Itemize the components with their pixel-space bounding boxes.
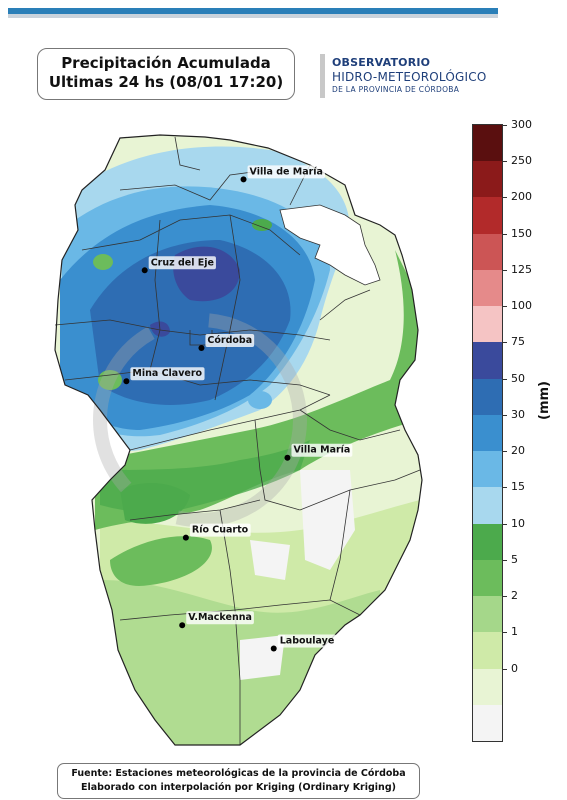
colorbar-tick-label: 0 [511, 661, 518, 675]
observatorio-logo: OBSERVATORIO HIDRO-METEOROLÓGICO DE LA P… [320, 54, 490, 98]
colorbar-segment [473, 233, 502, 271]
colorbar-tick-label: 30 [511, 407, 525, 421]
footer-line1: Fuente: Estaciones meteorológicas de la … [71, 768, 406, 779]
map-title-line1: Precipitación Acumulada [61, 54, 271, 72]
header-accent-bar-light [8, 14, 498, 18]
colorbar-tick-label: 250 [511, 154, 532, 168]
city-label-bg [130, 367, 205, 381]
colorbar-segment [473, 487, 502, 525]
colorbar-segment [473, 451, 502, 488]
colorbar-tick [503, 668, 507, 670]
colorbar-segment [473, 306, 502, 343]
colorbar-tick-label: 10 [511, 516, 525, 530]
colorbar-segment [473, 161, 502, 198]
colorbar-tick-label: 1 [511, 625, 518, 639]
colorbar-tick [503, 414, 507, 416]
city-label: V.Mackenna [188, 612, 252, 623]
colorbar-tick-label: 200 [511, 190, 532, 204]
colorbar-tick [503, 125, 507, 126]
colorbar-segment [473, 523, 502, 561]
colorbar-tick [503, 378, 507, 380]
mar-chiquita-lake [279, 204, 381, 286]
city-dot [182, 534, 189, 541]
colorbar-segment [473, 378, 502, 416]
footer-line2: Elaborado con interpolación por Kriging … [81, 782, 396, 793]
colorbar-tick-label: 75 [511, 335, 525, 349]
city-label-bg [205, 333, 255, 347]
colorbar-tick-label: 125 [511, 262, 532, 276]
city-label: Córdoba [207, 335, 252, 346]
city-dot [240, 176, 247, 183]
city-markers: Villa de María Cruz del Eje Córdoba Mina Cl… [123, 165, 353, 652]
colorbar-segment [473, 668, 502, 706]
colorbar-segment [473, 125, 502, 162]
city-label-bg [277, 634, 337, 648]
colorbar-tick [503, 306, 507, 308]
city-label-bg [148, 256, 216, 270]
map-title-line2: Ultimas 24 hs (08/01 17:20) [48, 73, 284, 91]
city-label-bg [189, 523, 251, 537]
colorbar-segment [473, 197, 502, 235]
colorbar-tick-label: 2 [511, 589, 518, 603]
colorbar-segment [473, 342, 502, 380]
logo-bar [320, 54, 325, 98]
colorbar-tick-label: 100 [511, 299, 532, 313]
city-label-bg [247, 165, 325, 179]
precip-colorbar [472, 124, 503, 742]
colorbar-tick-label: 5 [511, 552, 518, 566]
colorbar-tick-label: 15 [511, 480, 525, 494]
city-label-bg [186, 611, 254, 625]
city-label: Villa de María [250, 166, 323, 177]
colorbar-tick [503, 342, 507, 344]
colorbar-tick-label: 20 [511, 444, 525, 458]
logo-line1: OBSERVATORIO [332, 56, 431, 69]
colorbar-segment [473, 632, 502, 670]
colorbar-tick-label: 50 [511, 371, 525, 385]
logo-line2: HIDRO-METEOROLÓGICO [332, 70, 487, 84]
map-title-box: Precipitación Acumulada Ultimas 24 hs (0… [37, 48, 295, 100]
department-boundaries [54, 136, 421, 745]
city-dot [198, 344, 205, 351]
header-accent-bar [8, 8, 498, 14]
logo-line3: DE LA PROVINCIA DE CÓRDOBA [332, 85, 460, 94]
city-label: Cruz del Eje [151, 257, 214, 268]
city-dot [123, 378, 130, 385]
city-label: Río Cuarto [192, 525, 249, 536]
city-dot [270, 645, 277, 652]
watermark-ring [93, 313, 307, 527]
city-label: Mina Clavero [132, 368, 202, 379]
colorbar-tick [503, 559, 507, 561]
colorbar-tick [503, 523, 507, 525]
colorbar-tick [503, 161, 507, 163]
colorbar-segment [473, 269, 502, 307]
colorbar-tick [503, 596, 507, 598]
colorbar-tick-label: 150 [511, 226, 532, 240]
colorbar-tick [503, 487, 507, 489]
colorbar-segment [473, 414, 502, 452]
source-footer: Fuente: Estaciones meteorológicas de la … [57, 763, 420, 799]
colorbar-tick [503, 233, 507, 235]
city-dot [179, 622, 186, 629]
colorbar-unit: (mm) [537, 381, 552, 420]
city-label-bg [291, 443, 353, 457]
city-label: Laboulaye [280, 636, 335, 647]
city-label: Villa María [293, 445, 350, 456]
colorbar-tick-label: 300 [511, 118, 532, 131]
city-dot [141, 267, 148, 274]
colorbar-segment [473, 559, 502, 597]
city-dot [284, 454, 291, 461]
colorbar-tick [503, 269, 507, 271]
colorbar-segment [473, 704, 502, 742]
colorbar-tick [503, 451, 507, 453]
colorbar-tick [503, 632, 507, 634]
colorbar-segment [473, 596, 502, 633]
colorbar-tick [503, 197, 507, 199]
